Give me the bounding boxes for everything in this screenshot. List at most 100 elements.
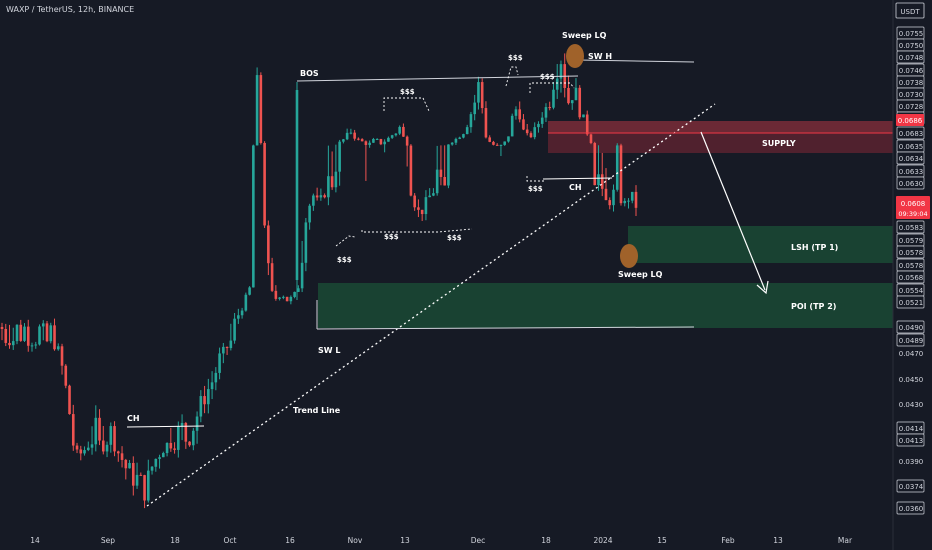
- price-axis[interactable]: USDT 0.0755 0.0750 0.0748 0.0746 0.0738 0.0730…: [892, 0, 932, 550]
- candle-body-93: [349, 132, 353, 134]
- price-box-21: [896, 333, 925, 347]
- label-liquidity-6: $$$: [337, 256, 352, 264]
- candle-body-135: [507, 136, 510, 142]
- candle-body-0: [0, 327, 4, 329]
- candle-body-70: [263, 142, 266, 226]
- time-label-1: Sep: [101, 536, 115, 545]
- candle-body-27: [101, 440, 105, 452]
- candle-body-51: [192, 430, 195, 446]
- price-label-14: 0.0579: [899, 237, 924, 245]
- candle-body-83: [312, 195, 315, 206]
- candle-body-17: [64, 365, 68, 386]
- candle-body-5: [19, 324, 23, 341]
- candle-body-61: [229, 340, 233, 349]
- candle-body-165: [619, 145, 623, 204]
- price-label-22: 0.0470: [899, 350, 924, 358]
- candle-body-129: [484, 108, 488, 138]
- candle-body-15: [56, 346, 60, 350]
- candle-body-120: [450, 142, 454, 145]
- candle-body-59: [222, 346, 225, 354]
- candle-body-42: [158, 457, 161, 459]
- candle-body-44: [165, 442, 169, 454]
- candle-body-73: [274, 290, 278, 299]
- candle-body-71: [267, 225, 270, 264]
- time-label-6: 13: [400, 536, 410, 545]
- candle-body-149: [559, 64, 563, 79]
- candle-body-63: [237, 315, 240, 319]
- time-axis[interactable]: 14 Sep 18 Oct 16 Nov 13 Dec 18 2024 15 Feb 13 Mar: [30, 536, 853, 545]
- label-supply: SUPPLY: [762, 139, 796, 148]
- candle-body-43: [162, 453, 165, 458]
- candle-body-108: [405, 136, 409, 146]
- candle-body-52: [195, 416, 199, 431]
- candle-body-19: [71, 414, 75, 446]
- candle-body-16: [60, 346, 64, 366]
- time-label-11: Feb: [721, 536, 735, 545]
- currency-label: USDT: [900, 8, 920, 16]
- candle-body-97: [364, 141, 368, 145]
- candle-body-100: [375, 138, 379, 140]
- price-highlight-label: 0.0686: [898, 117, 923, 125]
- candle-body-112: [420, 209, 424, 215]
- candle-body-12: [45, 323, 49, 342]
- candle-body-72: [270, 263, 274, 291]
- price-label-13: 0.0583: [899, 224, 924, 232]
- candle-body-82: [308, 205, 311, 223]
- candle-body-81: [304, 222, 308, 263]
- ch-right-line: [542, 177, 613, 180]
- annotations-layer: BOS Sweep LQ SW H SUPPLY CH CH Sweep LQ LSH (TP…: [127, 31, 838, 423]
- drawings-layer: [126, 44, 893, 507]
- label-sw-low: SW L: [318, 346, 340, 355]
- label-liquidity-0: $$$: [400, 88, 415, 96]
- candle-body-113: [424, 197, 428, 215]
- candle-body-10: [38, 326, 41, 345]
- price-label-16: 0.0578: [899, 262, 924, 270]
- candle-body-142: [533, 127, 537, 138]
- candle-body-104: [390, 135, 394, 138]
- candle-body-154: [578, 87, 582, 118]
- candle-body-153: [574, 87, 578, 101]
- candle-body-121: [454, 138, 458, 143]
- price-label-2: 0.0748: [899, 54, 924, 62]
- price-label-12: 0.0630: [899, 180, 924, 188]
- candle-body-116: [435, 169, 439, 194]
- candle-body-25: [94, 417, 98, 445]
- candle-body-114: [428, 195, 431, 198]
- price-box-29: [896, 501, 925, 515]
- candle-body-167: [627, 200, 630, 202]
- price-label-18: 0.0554: [899, 287, 924, 295]
- candle-body-66: [248, 287, 251, 295]
- candle-body-157: [589, 134, 593, 144]
- candle-body-30: [113, 426, 116, 452]
- candle-body-41: [154, 458, 158, 467]
- candle-body-46: [173, 448, 176, 450]
- candle-body-134: [503, 141, 506, 145]
- price-label-24: 0.0430: [899, 401, 924, 409]
- candle-body-131: [492, 141, 495, 145]
- time-label-7: Dec: [471, 536, 486, 545]
- candle-body-143: [537, 123, 540, 128]
- candle-body-161: [604, 188, 608, 201]
- candle-body-158: [593, 143, 597, 186]
- candle-body-47: [177, 426, 180, 450]
- candle-body-34: [128, 462, 131, 469]
- candle-body-50: [188, 441, 191, 446]
- candle-body-133: [499, 144, 503, 146]
- label-poi: POI (TP 2): [791, 302, 836, 311]
- candle-body-99: [372, 138, 375, 143]
- candle-body-75: [282, 296, 285, 298]
- label-bos: BOS: [300, 69, 319, 78]
- candle-body-32: [120, 453, 124, 460]
- candle-body-68: [255, 75, 259, 146]
- candle-body-96: [360, 139, 364, 142]
- candle-body-39: [147, 470, 150, 501]
- candle-body-141: [529, 133, 533, 138]
- liquidity-top-2: [505, 66, 519, 87]
- candle-body-156: [585, 114, 589, 135]
- candle-body-130: [488, 137, 491, 142]
- price-label-4: 0.0738: [899, 79, 924, 87]
- candle-body-9: [34, 344, 38, 346]
- candle-body-107: [402, 126, 405, 137]
- candle-body-4: [15, 324, 19, 342]
